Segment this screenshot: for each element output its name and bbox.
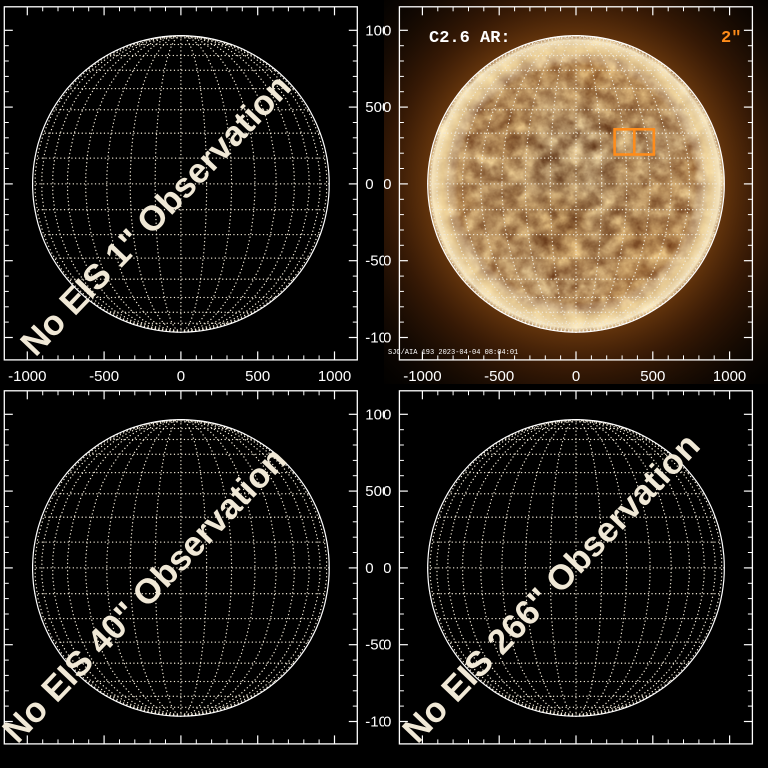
svg-text:500: 500 [365, 483, 384, 500]
svg-text:1000: 1000 [384, 406, 391, 423]
svg-text:1000: 1000 [365, 406, 384, 423]
svg-text:0: 0 [365, 176, 373, 193]
svg-text:0: 0 [177, 368, 185, 384]
svg-text:-1000: -1000 [365, 714, 384, 731]
svg-text:-500: -500 [365, 253, 384, 270]
svg-text:-500: -500 [89, 368, 119, 384]
svg-text:-1000: -1000 [8, 368, 46, 384]
svg-text:500: 500 [384, 483, 391, 500]
svg-text:500: 500 [245, 368, 270, 384]
svg-text:-1000: -1000 [384, 714, 391, 731]
svg-text:-1000: -1000 [365, 330, 384, 347]
svg-text:1000: 1000 [365, 22, 384, 39]
svg-text:1000: 1000 [318, 368, 351, 384]
svg-text:-500: -500 [384, 637, 391, 654]
svg-text:0: 0 [384, 560, 391, 577]
svg-text:500: 500 [365, 99, 384, 116]
svg-text:-500: -500 [365, 637, 384, 654]
svg-text:0: 0 [365, 560, 373, 577]
